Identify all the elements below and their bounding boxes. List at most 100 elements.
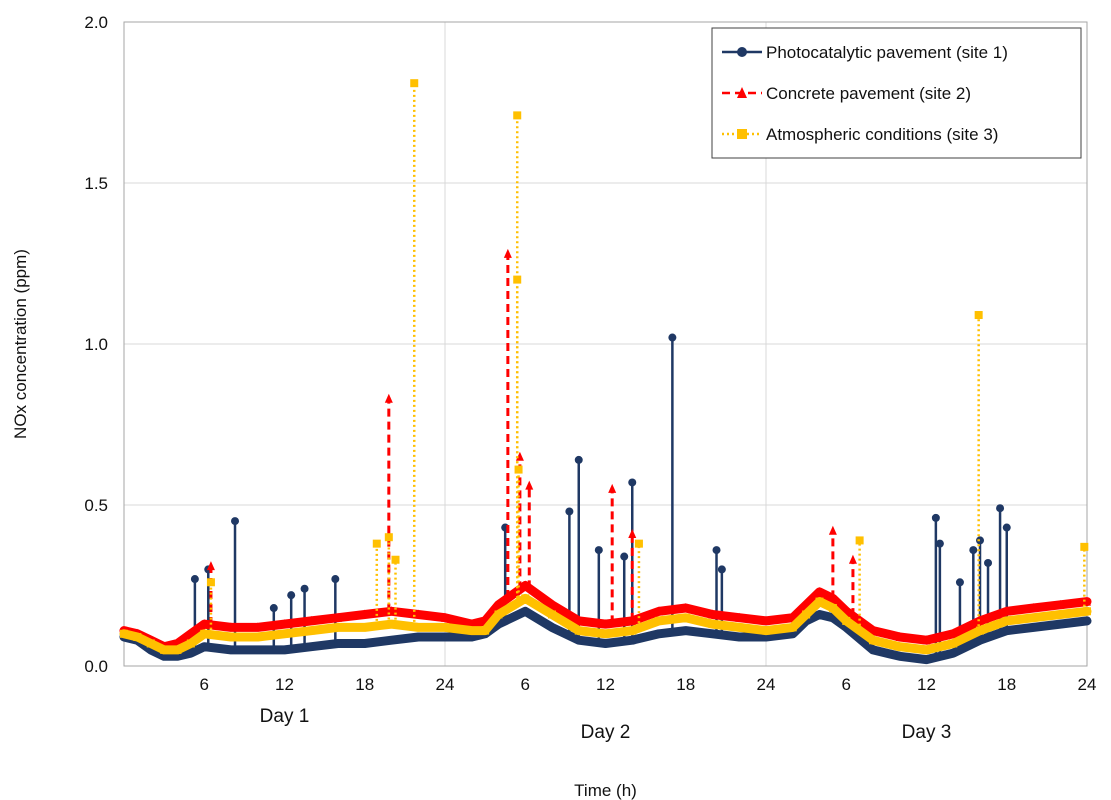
data-point <box>513 275 522 284</box>
data-point <box>1002 616 1011 625</box>
data-point <box>1029 623 1038 632</box>
data-point <box>190 575 199 584</box>
x-tick-label: 24 <box>436 675 455 694</box>
data-point <box>949 649 958 658</box>
data-point <box>1056 620 1065 629</box>
data-point <box>548 610 556 619</box>
data-point <box>996 504 1005 513</box>
data-point <box>974 311 983 320</box>
data-point <box>1002 606 1011 616</box>
data-point <box>414 633 423 642</box>
data-point <box>708 609 717 619</box>
data-point <box>269 604 278 613</box>
data-point <box>655 606 663 616</box>
data-point <box>280 629 289 638</box>
day-label: Day 2 <box>581 722 631 743</box>
data-point <box>620 552 629 561</box>
data-point <box>608 483 617 493</box>
data-point <box>828 604 837 613</box>
data-point <box>708 629 717 638</box>
data-point <box>935 539 944 548</box>
x-tick-label: 18 <box>355 675 374 694</box>
data-point <box>735 612 744 622</box>
data-point <box>186 628 195 638</box>
data-point <box>133 633 142 642</box>
data-point <box>628 528 637 538</box>
data-point <box>815 610 824 619</box>
series-layer <box>119 79 1092 665</box>
data-point <box>441 612 449 622</box>
x-tick-label: 12 <box>917 675 936 694</box>
data-point <box>574 455 583 464</box>
data-point <box>206 561 215 571</box>
data-point <box>200 629 209 638</box>
data-point <box>922 645 931 654</box>
data-point <box>815 597 824 606</box>
data-point <box>467 626 476 635</box>
legend: Photocatalytic pavement (site 1) Concrete… <box>711 27 1082 159</box>
data-point <box>206 578 215 587</box>
data-point <box>574 626 583 635</box>
data-point <box>1083 596 1091 606</box>
data-point <box>1080 542 1089 551</box>
data-point <box>895 652 904 661</box>
data-point <box>949 639 958 648</box>
data-point <box>160 645 169 654</box>
data-point <box>360 609 369 619</box>
data-point <box>634 539 643 548</box>
series <box>119 333 1092 665</box>
data-point <box>307 626 316 635</box>
data-point <box>949 628 958 638</box>
data-point <box>414 609 423 619</box>
data-point <box>922 655 931 664</box>
data-point <box>735 633 744 642</box>
data-point <box>594 546 603 555</box>
data-point <box>186 639 195 648</box>
data-point <box>548 599 556 609</box>
data-point <box>984 558 993 567</box>
data-point <box>515 451 524 461</box>
data-point <box>869 645 877 654</box>
legend-label: Photocatalytic pavement (site 1) <box>766 43 1008 62</box>
x-axis: 6 12 18 24 6 12 18 24 6 12 18 24 Day 1 Day 2 Day 3 <box>200 675 1097 743</box>
data-point <box>931 513 940 522</box>
x-tick-label: 12 <box>596 675 615 694</box>
data-point <box>360 639 369 648</box>
data-point <box>717 565 726 574</box>
data-point <box>1029 603 1038 613</box>
data-point <box>481 626 490 635</box>
y-tick-label: 1.0 <box>84 335 108 354</box>
data-point <box>280 619 289 629</box>
series <box>119 248 1092 652</box>
day-label: Day 1 <box>260 706 310 727</box>
data-point <box>848 554 857 564</box>
data-point <box>681 613 690 622</box>
data-point <box>1002 523 1011 532</box>
x-tick-label: 24 <box>1078 675 1097 694</box>
data-point <box>494 610 503 619</box>
y-tick-label: 0.5 <box>84 496 108 515</box>
data-point <box>869 625 877 635</box>
data-point <box>565 507 574 516</box>
data-point <box>414 623 423 632</box>
legend-label: Atmospheric conditions (site 3) <box>766 125 998 144</box>
data-point <box>601 639 610 648</box>
data-point <box>173 645 182 654</box>
data-point <box>372 539 381 548</box>
data-point <box>521 580 530 590</box>
data-point <box>788 623 797 632</box>
data-point <box>334 612 342 622</box>
day-label: Day 3 <box>902 722 952 743</box>
data-point <box>628 478 637 487</box>
data-point <box>441 623 449 632</box>
data-point <box>513 111 522 120</box>
data-point <box>331 575 340 584</box>
y-tick-label: 2.0 <box>84 13 108 32</box>
data-point <box>708 620 717 629</box>
x-axis-label: Time (h) <box>574 781 637 800</box>
legend-box <box>711 27 1082 159</box>
x-tick-label: 18 <box>997 675 1016 694</box>
data-point <box>441 633 449 642</box>
data-point <box>574 615 583 625</box>
data-point <box>815 586 824 596</box>
